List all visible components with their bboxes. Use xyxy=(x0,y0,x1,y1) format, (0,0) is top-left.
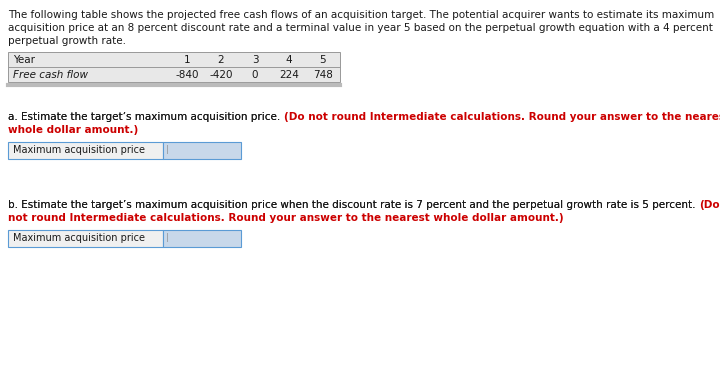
Text: 5: 5 xyxy=(320,55,326,65)
Text: a. Estimate the target’s maximum acquisition price.: a. Estimate the target’s maximum acquisi… xyxy=(8,112,284,122)
Text: 0: 0 xyxy=(252,70,258,80)
Text: 224: 224 xyxy=(279,70,299,80)
Text: -420: -420 xyxy=(210,70,233,80)
Text: whole dollar amount.): whole dollar amount.) xyxy=(8,125,138,135)
Text: |: | xyxy=(166,233,168,242)
Text: b. Estimate the target’s maximum acquisition price when the discount rate is 7 p: b. Estimate the target’s maximum acquisi… xyxy=(8,200,698,210)
Text: -840: -840 xyxy=(175,70,199,80)
Text: Free cash flow: Free cash flow xyxy=(13,70,88,80)
Text: 2: 2 xyxy=(217,55,225,65)
Bar xyxy=(163,230,241,247)
Text: 748: 748 xyxy=(313,70,333,80)
Text: 1: 1 xyxy=(184,55,190,65)
Text: acquisition price at an 8 percent discount rate and a terminal value in year 5 b: acquisition price at an 8 percent discou… xyxy=(8,23,713,33)
Text: not round Intermediate calculations. Round your answer to the nearest whole doll: not round Intermediate calculations. Rou… xyxy=(8,213,564,223)
Text: (Do not round Intermediate calculations. Round your answer to the nearest: (Do not round Intermediate calculations.… xyxy=(284,112,720,122)
Text: 3: 3 xyxy=(252,55,258,65)
Bar xyxy=(8,52,340,82)
Text: Maximum acquisition price: Maximum acquisition price xyxy=(13,145,145,155)
Text: perpetual growth rate.: perpetual growth rate. xyxy=(8,36,126,46)
Text: Year: Year xyxy=(13,55,35,65)
Bar xyxy=(8,142,163,159)
Bar xyxy=(163,142,241,159)
Text: The following table shows the projected free cash flows of an acquisition target: The following table shows the projected … xyxy=(8,10,714,20)
Text: |: | xyxy=(166,145,168,154)
Text: b. Estimate the target’s maximum acquisition price when the discount rate is 7 p: b. Estimate the target’s maximum acquisi… xyxy=(8,200,698,210)
Text: Maximum acquisition price: Maximum acquisition price xyxy=(13,233,145,243)
Text: (Do: (Do xyxy=(698,200,719,210)
Bar xyxy=(8,230,163,247)
Text: 4: 4 xyxy=(286,55,292,65)
Text: a. Estimate the target’s maximum acquisition price.: a. Estimate the target’s maximum acquisi… xyxy=(8,112,284,122)
